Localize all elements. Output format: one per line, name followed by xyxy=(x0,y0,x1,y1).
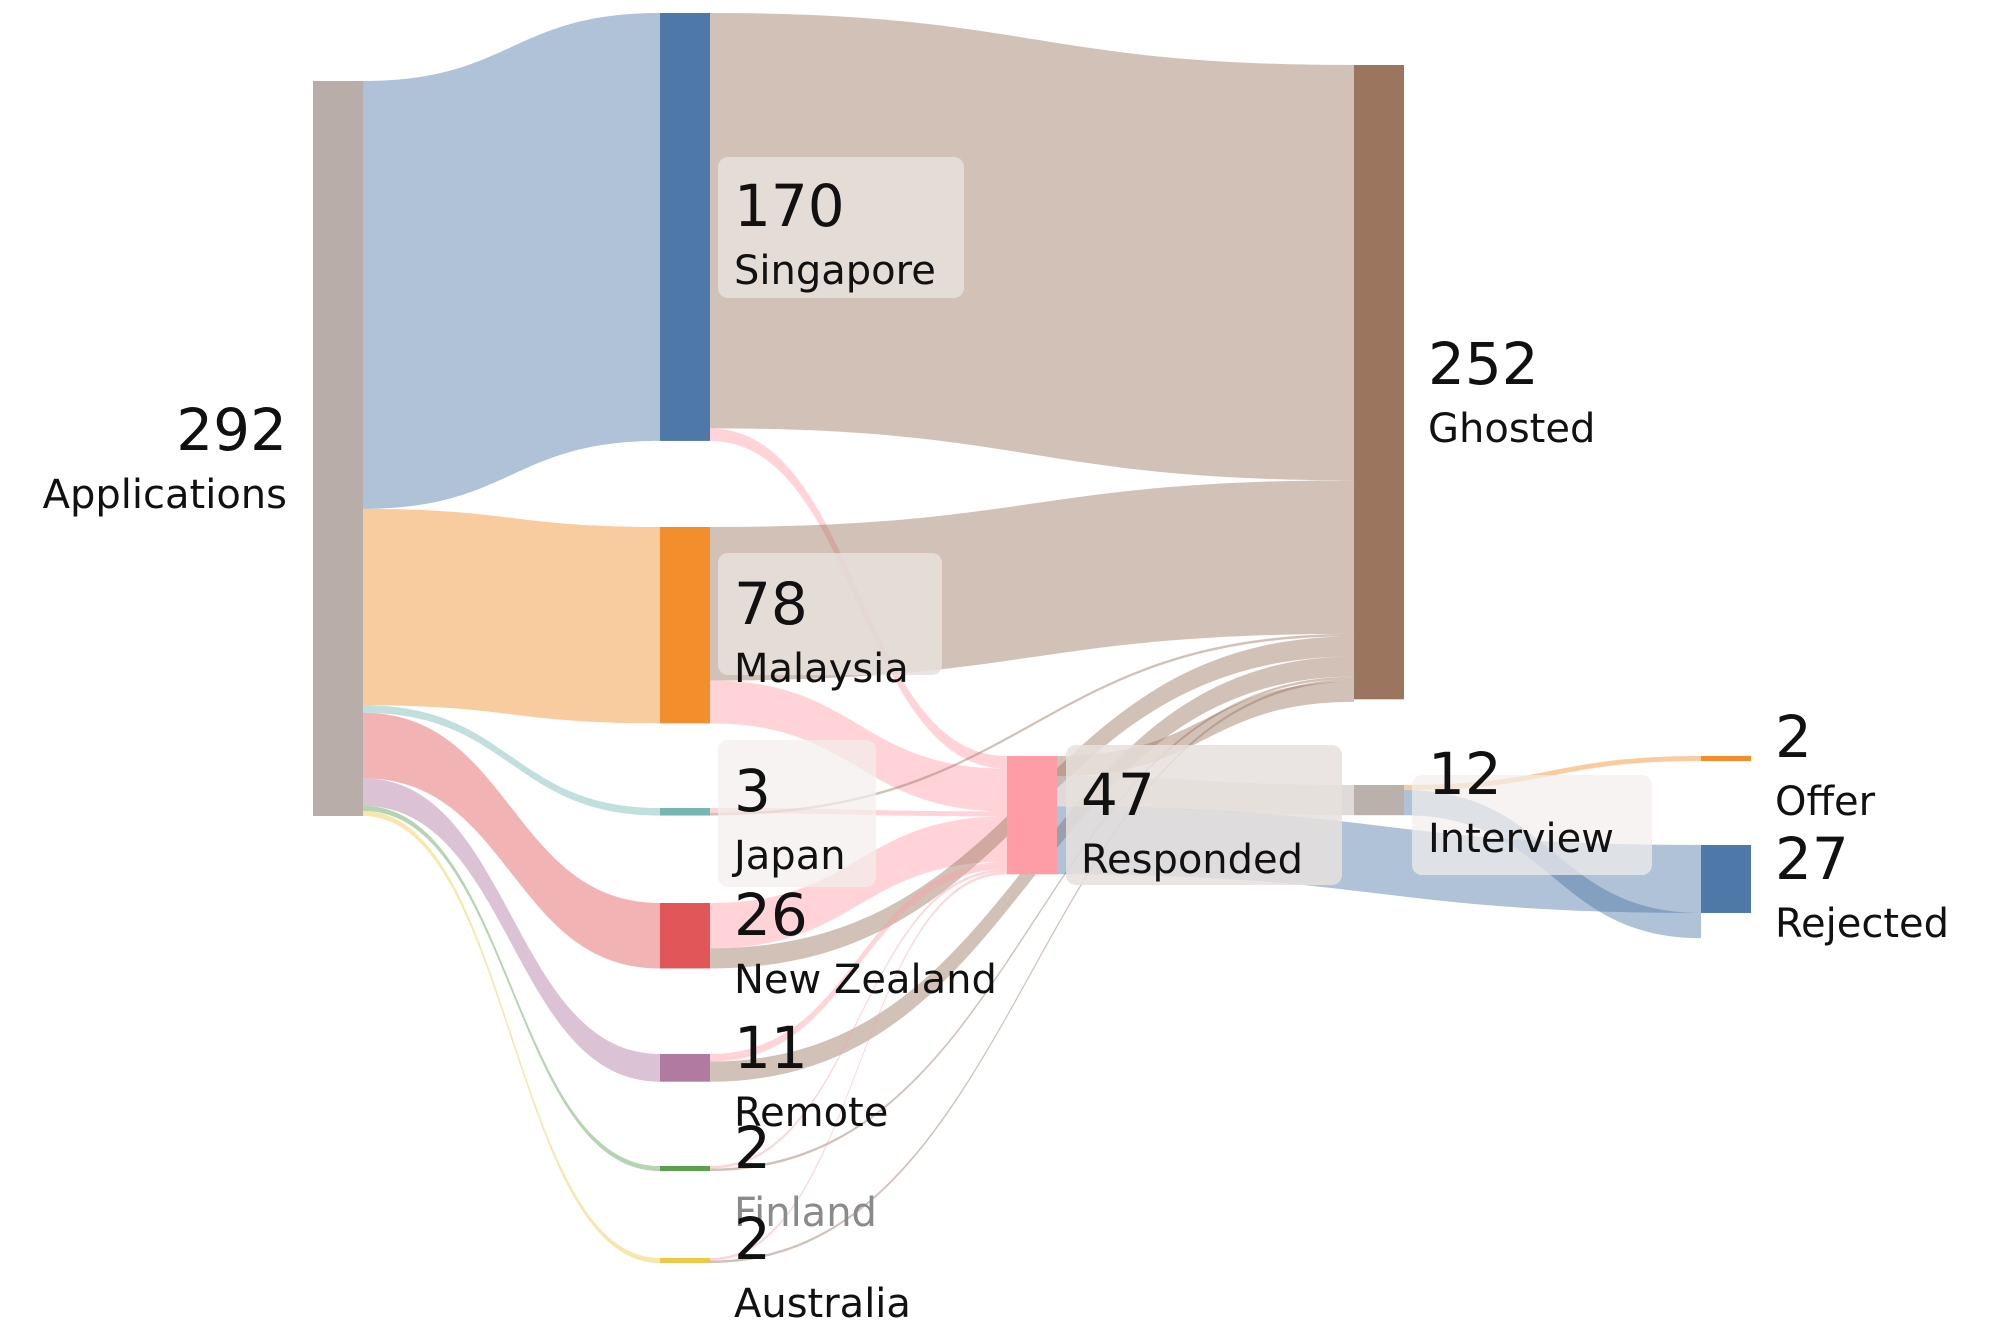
label-ghosted: Ghosted xyxy=(1428,406,1595,452)
link-finland-to-responded xyxy=(710,869,1007,1169)
label-box-singapore xyxy=(718,157,964,298)
label-box-interview xyxy=(1412,775,1652,875)
link-singapore-to-ghosted xyxy=(710,13,1354,481)
value-offer: 2 xyxy=(1775,703,1812,771)
link-applications-to-newzealand xyxy=(363,712,660,969)
link-finland-to-ghosted xyxy=(710,676,1354,1172)
node-singapore xyxy=(660,13,710,441)
value-singapore: 170 xyxy=(734,172,845,240)
label-rejected: Rejected xyxy=(1775,901,1949,947)
node-responded xyxy=(1007,756,1057,875)
node-finland xyxy=(660,1166,710,1172)
value-applications: 292 xyxy=(176,396,287,464)
link-australia-to-responded xyxy=(710,871,1007,1261)
value-australia: 2 xyxy=(734,1205,771,1273)
value-responded: 47 xyxy=(1081,761,1155,829)
link-interview-to-offer xyxy=(1404,756,1701,791)
node-malaysia xyxy=(660,527,710,724)
label-japan: Japan xyxy=(731,833,846,879)
link-remote-to-responded xyxy=(710,861,1007,1062)
link-applications-to-singapore xyxy=(363,13,660,509)
label-box-responded xyxy=(1066,745,1342,885)
sankey-links xyxy=(363,13,1701,1264)
link-applications-to-remote xyxy=(363,778,660,1082)
link-applications-to-malaysia xyxy=(363,508,660,724)
label-applications: Applications xyxy=(43,472,287,518)
node-interview xyxy=(1354,785,1404,816)
label-responded: Responded xyxy=(1081,837,1303,883)
label-interview: Interview xyxy=(1428,816,1614,862)
value-remote: 11 xyxy=(734,1014,808,1082)
node-applications xyxy=(313,81,363,816)
label-remote: Remote xyxy=(734,1090,888,1136)
label-australia: Australia xyxy=(734,1281,911,1327)
node-japan xyxy=(660,808,710,816)
value-malaysia: 78 xyxy=(734,570,808,638)
value-finland: 2 xyxy=(734,1114,771,1182)
link-applications-to-japan xyxy=(363,705,660,816)
node-australia xyxy=(660,1258,710,1264)
sankey-labels: 292 Applications 170 Singapore 78 Malaysia 3 Ja… xyxy=(43,157,1949,1327)
value-japan: 3 xyxy=(734,757,771,825)
label-newzealand: New Zealand xyxy=(734,957,997,1003)
node-ghosted xyxy=(1354,65,1404,700)
link-applications-to-australia xyxy=(363,810,660,1264)
label-singapore: Singapore xyxy=(734,248,936,294)
node-remote xyxy=(660,1054,710,1082)
value-interview: 12 xyxy=(1428,740,1502,808)
label-box-malaysia xyxy=(718,553,942,675)
label-offer: Offer xyxy=(1775,779,1876,825)
value-newzealand: 26 xyxy=(734,881,808,949)
node-offer xyxy=(1701,756,1751,762)
label-box-japan xyxy=(718,740,876,887)
link-applications-to-finland xyxy=(363,805,660,1172)
value-ghosted: 252 xyxy=(1428,330,1539,398)
node-rejected xyxy=(1701,845,1751,913)
label-finland: Finland xyxy=(734,1190,877,1236)
label-malaysia: Malaysia xyxy=(734,646,909,692)
node-newzealand xyxy=(660,903,710,969)
link-japan-to-ghosted xyxy=(710,633,1354,816)
link-australia-to-ghosted xyxy=(710,679,1354,1264)
sankey-nodes xyxy=(313,13,1751,1264)
value-rejected: 27 xyxy=(1775,825,1849,893)
